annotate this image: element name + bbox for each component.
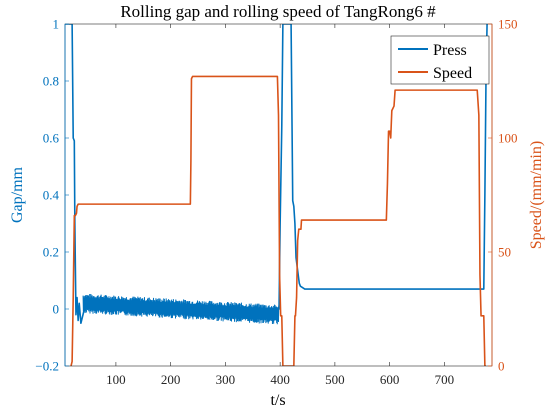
- chart-title: Rolling gap and rolling speed of TangRon…: [120, 2, 436, 21]
- y-left-tick-label: 0: [53, 302, 60, 317]
- x-tick-label: 700: [435, 372, 455, 387]
- x-tick-label: 400: [270, 372, 290, 387]
- y-right-tick-label: 150: [498, 17, 518, 32]
- press-series-line: [65, 24, 488, 325]
- x-axis-label: t/s: [270, 392, 285, 409]
- legend-speed-label: Speed: [433, 65, 472, 82]
- axes-layer: 100 200 300 400 500 600 700−0.200.20.40.60.810…: [35, 17, 517, 388]
- y-axis-right-label: Speed/(mm/min): [528, 141, 545, 249]
- y-right-tick-label: 0: [498, 359, 505, 374]
- y-axis-left-label: Gap/mm: [9, 166, 26, 223]
- y-left-tick-label: 1: [53, 17, 60, 32]
- x-tick-label: 600: [380, 372, 400, 387]
- y-left-tick-label: −0.2: [35, 359, 59, 374]
- y-left-tick-label: 0.8: [43, 74, 59, 89]
- x-tick-label: 300: [216, 372, 236, 387]
- y-right-tick-label: 100: [498, 131, 518, 146]
- x-tick-label: 200: [161, 372, 181, 387]
- legend: Press Speed: [390, 35, 490, 85]
- series-layer: [65, 24, 488, 366]
- y-right-tick-label: 50: [498, 245, 511, 260]
- legend-press-label: Press: [433, 42, 467, 59]
- y-left-tick-label: 0.2: [43, 245, 59, 260]
- y-left-tick-label: 0.6: [43, 131, 60, 146]
- x-tick-label: 500: [325, 372, 345, 387]
- speed-series-line: [70, 75, 486, 366]
- legend-box: [390, 35, 490, 85]
- press-noise-band: [82, 293, 280, 325]
- y-left-tick-label: 0.4: [43, 188, 60, 203]
- x-tick-label: 100: [106, 372, 126, 387]
